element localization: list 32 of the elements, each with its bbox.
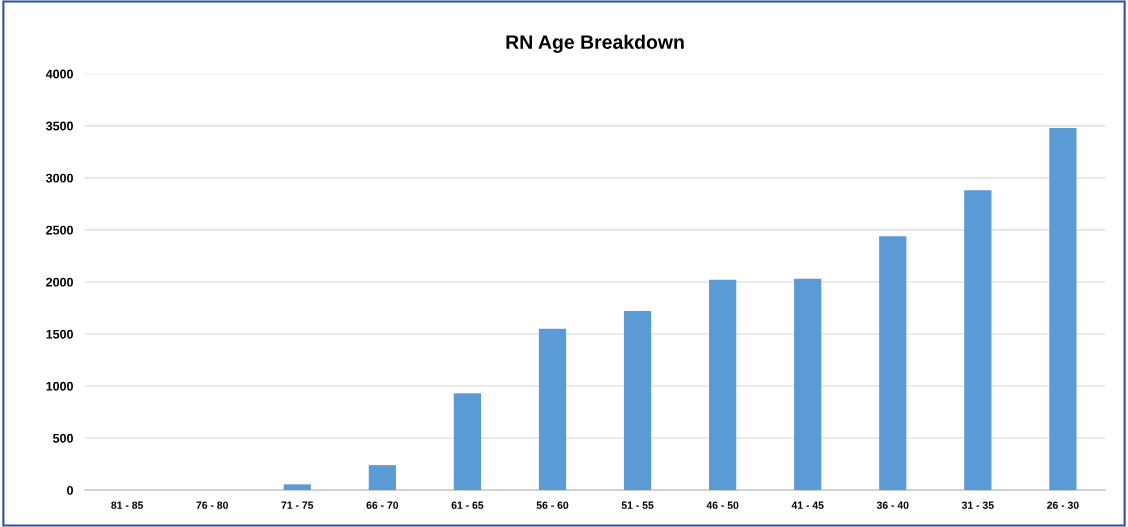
y-tick-label: 500 <box>53 433 73 443</box>
bar <box>283 484 311 491</box>
y-tick-label: 4000 <box>45 69 73 79</box>
x-tick-label: 81 - 85 <box>111 501 144 509</box>
bar <box>794 278 822 491</box>
bar <box>368 465 396 491</box>
y-tick-label: 1500 <box>46 329 73 339</box>
x-tick-label: 26 - 30 <box>1047 501 1079 509</box>
x-tick-label: 41 - 45 <box>791 501 824 509</box>
bar <box>453 393 482 491</box>
y-tick-label: 2500 <box>46 225 73 235</box>
y-tick-label: 2000 <box>46 277 73 287</box>
x-tick-label: 46 - 50 <box>706 501 739 509</box>
x-tick-label: 61 - 65 <box>451 501 484 509</box>
y-tick-label: 3500 <box>45 121 73 131</box>
bar <box>1049 127 1077 491</box>
x-tick-label: 56 - 60 <box>536 501 569 509</box>
bar <box>538 328 567 491</box>
bar <box>964 190 992 491</box>
bar <box>709 279 737 491</box>
y-tick-label: 0 <box>67 485 73 495</box>
y-tick-label: 3000 <box>45 173 73 183</box>
y-tick-label: 1000 <box>46 381 73 391</box>
bar <box>623 311 652 491</box>
x-tick-label: 31 - 35 <box>961 501 994 509</box>
x-tick-label: 51 - 55 <box>621 501 654 509</box>
x-tick-label: 76 - 80 <box>196 501 228 509</box>
bar <box>879 236 907 491</box>
x-tick-label: 36 - 40 <box>876 501 909 509</box>
x-tick-label: 71 - 75 <box>281 501 314 509</box>
x-tick-label: 66 - 70 <box>366 501 399 509</box>
chart-title: RN Age Breakdown <box>506 34 684 53</box>
